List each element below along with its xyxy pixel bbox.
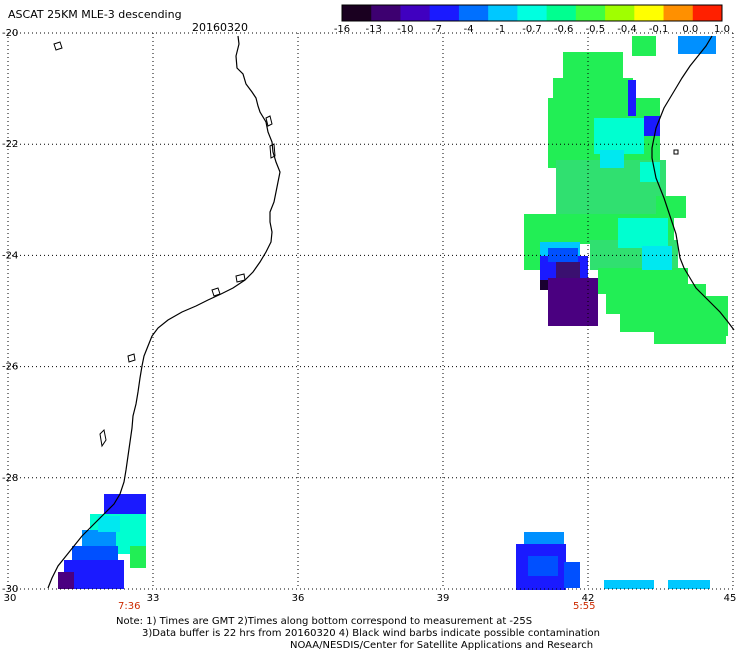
colorbar-tick-label: -13: [365, 24, 381, 35]
map-date: 20160320: [192, 21, 248, 34]
longitude-tick-label: 39: [437, 593, 450, 604]
data-cell: [642, 246, 672, 270]
colorbar-tick-label: -0.4: [617, 24, 637, 35]
colorbar-tick-label: 0.0: [682, 24, 698, 35]
data-cell: [548, 248, 578, 262]
colorbar-swatch: [488, 5, 518, 21]
data-cell: [678, 36, 716, 54]
latitude-tick-label: -26: [2, 362, 18, 373]
data-cell: [130, 546, 146, 568]
colorbar-swatch: [546, 5, 577, 21]
data-cell: [594, 118, 644, 154]
data-cell: [668, 580, 710, 589]
colorbar-swatch: [458, 5, 489, 21]
colorbar-swatch: [663, 5, 694, 21]
data-cell: [628, 80, 636, 116]
data-cell: [540, 280, 548, 290]
longitude-tick-label: 45: [724, 593, 737, 604]
colorbar-swatch: [692, 5, 723, 21]
data-cell: [524, 532, 564, 546]
longitude-tick-label: 42: [582, 593, 595, 604]
data-cell: [604, 580, 654, 589]
data-cell: [104, 494, 146, 514]
wind-data-swaths: [58, 36, 728, 590]
latitude-tick-label: -28: [2, 473, 18, 484]
latitude-tick-label: -20: [2, 28, 18, 39]
colorbar-tick-label: -7: [432, 24, 442, 35]
colorbar-tick-label: -4: [464, 24, 474, 35]
colorbar: -16 -13 -10 -7 -4 -1 -0.7 -0.6 -0.5 -0.4 -0.1 0.0 1.…: [334, 4, 730, 35]
colorbar-tick-label: -0.7: [522, 24, 542, 35]
data-cell: [598, 268, 688, 294]
data-cell: [556, 262, 580, 278]
colorbar-tick-label: -0.1: [649, 24, 669, 35]
colorbar-tick-label: 1.0: [714, 24, 730, 35]
latitude-tick-label: -30: [2, 584, 18, 595]
data-cell: [528, 556, 558, 576]
colorbar-tick-label: -0.5: [586, 24, 606, 35]
data-cell: [640, 162, 660, 182]
data-cell: [548, 278, 598, 326]
colorbar-swatch: [400, 5, 431, 21]
latitude-tick-labels: -20 -22 -24 -26 -28 -30: [2, 28, 18, 595]
data-cell: [553, 78, 633, 100]
longitude-tick-label: 33: [147, 593, 160, 604]
colorbar-tick-label: -1: [495, 24, 505, 35]
longitude-tick-labels: 30 33 36 39 42 45: [4, 593, 737, 604]
colorbar-swatch: [605, 5, 635, 21]
longitude-tick-label: 30: [4, 593, 17, 604]
latitude-tick-label: -22: [2, 139, 18, 150]
colorbar-swatch: [575, 5, 606, 21]
pass-time-west: 7:36: [118, 601, 140, 612]
colorbar-tick-label: -10: [397, 24, 413, 35]
data-cell: [632, 36, 656, 56]
note-line-1: Note: 1) Times are GMT 2)Times along bot…: [116, 616, 532, 627]
data-cell: [644, 116, 660, 136]
colorbar-swatch: [517, 5, 548, 21]
colorbar-swatch: [342, 5, 372, 21]
note-line-2: 3)Data buffer is 22 hrs from 20160320 4)…: [142, 628, 600, 639]
data-cell: [124, 514, 146, 544]
data-cell: [563, 52, 623, 82]
coastline: [47, 35, 735, 589]
colorbar-swatch: [634, 5, 665, 21]
colorbar-swatch: [371, 5, 401, 21]
data-cell: [58, 572, 74, 589]
colorbar-tick-label: -16: [334, 24, 350, 35]
pass-time-east: 5:55: [573, 601, 595, 612]
lat-lon-grid: [7, 32, 734, 590]
data-cell: [564, 562, 580, 588]
map-title: ASCAT 25KM MLE-3 descending: [8, 8, 182, 21]
data-cell: [656, 196, 686, 218]
data-cell: [98, 516, 120, 532]
colorbar-swatch: [429, 5, 460, 21]
data-cell: [618, 218, 668, 248]
colorbar-tick-label: -0.6: [554, 24, 574, 35]
longitude-tick-label: 36: [292, 593, 305, 604]
data-cell: [600, 150, 624, 168]
note-line-3: NOAA/NESDIS/Center for Satellite Applica…: [290, 640, 593, 650]
latitude-tick-label: -24: [2, 250, 18, 261]
